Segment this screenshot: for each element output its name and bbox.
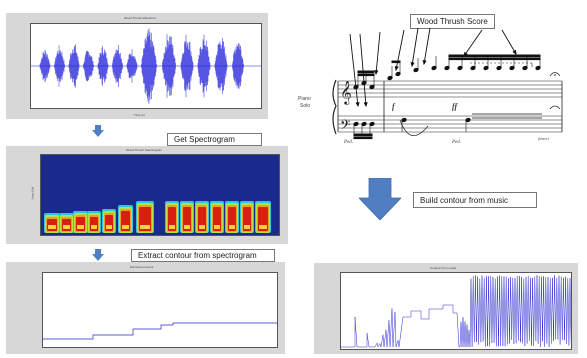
- pedal-mark-1: Ped.: [344, 140, 354, 145]
- pedal-mark-2: Ped.: [452, 140, 462, 145]
- waveform-trace: [39, 28, 244, 104]
- spectrogram-ylabel: Freq (Hz): [30, 186, 35, 200]
- music-contour-line: [341, 275, 571, 348]
- spectrogram-blob: [59, 213, 74, 233]
- bass-note: [353, 121, 359, 136]
- note: [444, 56, 450, 71]
- instrument-label-1: Piano: [298, 96, 311, 102]
- tail-marking: (tener): [538, 136, 549, 141]
- note: [413, 58, 419, 73]
- big-down-arrow: [359, 178, 401, 220]
- bass-clef: 𝄢: [340, 117, 350, 136]
- pointer-arrow: [359, 33, 368, 108]
- dynamic-f: f: [392, 102, 395, 111]
- bass-staff: [338, 115, 562, 133]
- spectrogram-blob: [225, 201, 239, 233]
- note: [395, 62, 401, 77]
- note: [496, 56, 502, 71]
- bass-note: [401, 117, 407, 132]
- bass-note: [369, 121, 375, 136]
- spectrogram-panel: Wood Thrush Spectrogram Freq (Hz): [6, 146, 288, 244]
- score-notes: [353, 54, 542, 140]
- fermata-top: [549, 72, 561, 77]
- bass-note: [465, 117, 471, 132]
- treble-staff: [338, 80, 562, 98]
- spectrogram-plot: [40, 154, 280, 236]
- down-arrow-1: [92, 125, 104, 137]
- waveform-xlabel: Time (s): [134, 113, 145, 117]
- extracted-contour-plot: [42, 272, 278, 348]
- score-arrows: [349, 27, 517, 108]
- slur: [399, 119, 429, 136]
- pointer-arrow: [394, 29, 405, 72]
- extracted-contour-title: Extracted contour: [130, 265, 154, 269]
- spectrogram-blob: [240, 201, 254, 233]
- spectrogram-blob: [255, 201, 271, 233]
- extract-contour-label: Extract contour from spectrogram: [131, 249, 275, 262]
- waveform-title: Wood Thrush Waveform: [124, 16, 157, 20]
- extracted-contour-svg: [43, 322, 277, 340]
- waveform-plot: [30, 23, 262, 109]
- bar-lines: [337, 81, 563, 132]
- spectrogram-blob: [210, 201, 224, 233]
- note: [387, 66, 393, 81]
- waveform-panel: Wood Thrush Waveform Time (s): [6, 13, 268, 119]
- pointer-arrow: [463, 29, 483, 57]
- waveform-svg: [31, 28, 261, 104]
- pointer-arrow: [501, 29, 517, 55]
- note: [431, 56, 437, 71]
- pointer-arrow: [422, 27, 431, 66]
- pointer-arrow: [410, 27, 419, 68]
- extracted-contour-line: [43, 322, 277, 340]
- get-spectrogram-label: Get Spectrogram: [167, 133, 262, 146]
- music-contour-svg: [341, 275, 571, 348]
- spectrogram-blob: [73, 211, 88, 233]
- spectrogram-blob: [180, 201, 194, 233]
- music-contour-plot: [340, 272, 572, 350]
- note: [353, 75, 359, 90]
- down-arrow-2: [92, 249, 104, 261]
- brace: [332, 79, 337, 135]
- build-contour-label: Build contour from music: [413, 192, 537, 208]
- treble-clef: 𝄞: [340, 80, 352, 105]
- spectrogram-blob: [118, 205, 133, 233]
- spectrogram-blob: [136, 201, 154, 233]
- music-contour-panel: Contour from music: [314, 263, 578, 354]
- spectrogram-blob: [102, 209, 116, 233]
- spectrogram-blob: [87, 211, 101, 233]
- instrument-label-2: Solo: [300, 103, 311, 109]
- spectrogram-blob: [165, 201, 179, 233]
- pointer-arrow: [374, 31, 381, 76]
- spectrogram-blob: [195, 201, 209, 233]
- spectrogram-title: Wood Thrush Spectrogram: [126, 148, 162, 152]
- wood-thrush-score-label: Wood Thrush Score: [410, 14, 495, 29]
- fermata-bottom: [549, 105, 561, 110]
- extracted-contour-panel: Extracted contour: [6, 262, 285, 354]
- pointer-arrow: [349, 33, 360, 108]
- score-svg: 𝄞 𝄢: [332, 27, 563, 140]
- score-region: Wood Thrush Score 𝄞 𝄢: [292, 8, 584, 150]
- spectrogram-blob: [44, 213, 60, 233]
- music-contour-title: Contour from music: [430, 266, 457, 270]
- spectrogram-svg: [44, 201, 271, 233]
- note: [369, 75, 375, 90]
- dynamic-ff: ff: [452, 102, 458, 111]
